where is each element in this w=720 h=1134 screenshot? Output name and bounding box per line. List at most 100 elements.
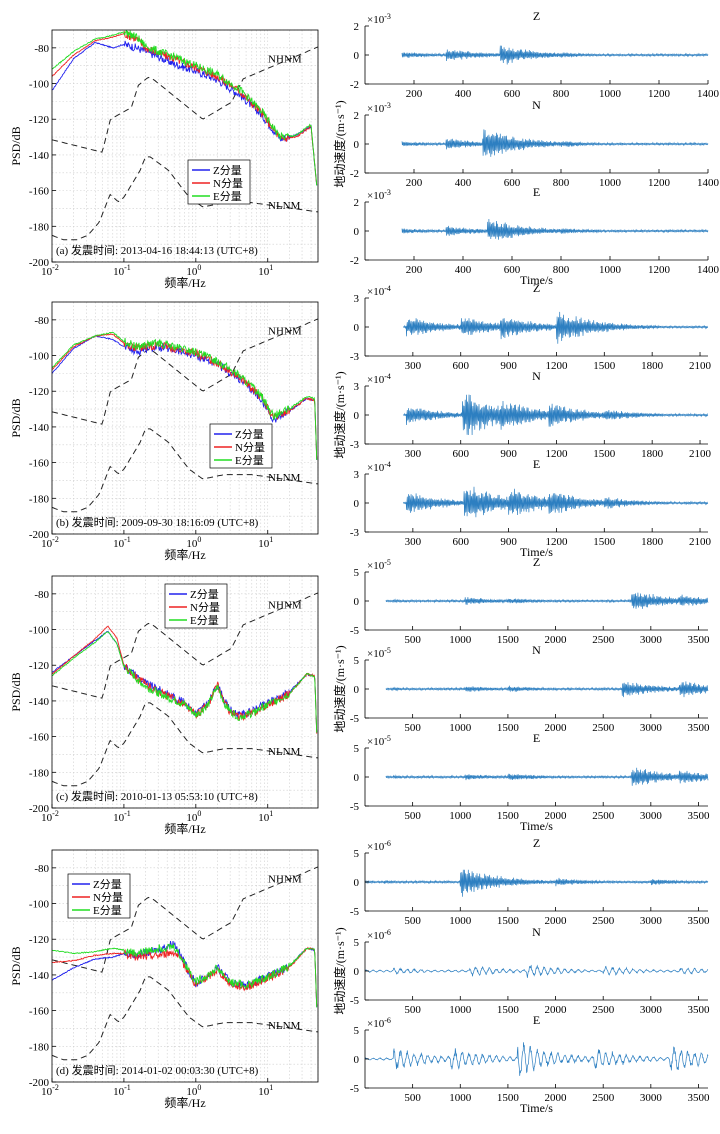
- x-tick-label: 900: [500, 536, 517, 548]
- y-tick-label: -2: [350, 79, 359, 91]
- x-tick-label: 300: [405, 360, 422, 372]
- x-tick-label: 600: [452, 536, 469, 548]
- nhnm-annotation: NHNM: [268, 873, 302, 885]
- plot-frame: [51, 29, 319, 263]
- series-line-E分量: [52, 943, 318, 1008]
- x-tick-label: 1200: [648, 264, 671, 276]
- x-tick-label: 10-2: [41, 263, 59, 278]
- y-exponent-power: -4: [384, 460, 391, 469]
- y-tick-label: -100: [29, 79, 50, 91]
- x-tick-label: 600: [452, 360, 469, 372]
- y-exponent-label: ×10-5: [367, 646, 391, 660]
- series-line-N分量: [52, 333, 318, 459]
- nhnm-curve: [52, 318, 318, 425]
- component-title: E: [533, 185, 540, 199]
- y-tick-label: -160: [29, 458, 50, 470]
- nlnm-annotation: NLNM: [268, 200, 301, 212]
- x-tick-label: 2500: [592, 1092, 615, 1104]
- x-tick-label: 1500: [593, 536, 616, 548]
- component-title: Z: [533, 836, 540, 850]
- x-tick-label: 1000: [449, 1004, 472, 1016]
- x-tick-label: 1400: [697, 264, 720, 276]
- component-title: N: [532, 98, 541, 112]
- trace-line: [385, 767, 709, 786]
- component-title: Z: [533, 555, 540, 569]
- y-tick-label: -200: [29, 1077, 50, 1089]
- nlnm-curve: [52, 156, 318, 241]
- y-exponent-power: -4: [384, 284, 391, 293]
- y-tick-label: -140: [29, 696, 50, 708]
- panel-caption: (b) 发震时间: 2009-09-30 18:16:09 (UTC+8): [56, 515, 259, 529]
- waveform-wave-b-E: 3 0 -3 ×10-4 300 600 900 1200 1500 1800 2100 E Time/…: [350, 457, 712, 559]
- legend-entry: E分量: [190, 614, 219, 627]
- x-tick-exponent: -2: [52, 809, 59, 818]
- x-tick-label: 10-1: [113, 263, 131, 278]
- trace-line: [401, 129, 709, 157]
- x-tick-label: 600: [504, 177, 521, 189]
- x-axis-label: Time/s: [520, 273, 553, 287]
- x-tick-label: 2500: [592, 1004, 615, 1016]
- y-tick-label: -140: [29, 422, 50, 434]
- x-tick-label: 2000: [545, 722, 568, 734]
- trace-line: [401, 218, 709, 240]
- legend-entry: Z分量: [190, 588, 219, 601]
- y-exponent-label: ×10-5: [367, 558, 391, 572]
- x-tick-label: 2000: [545, 1004, 568, 1016]
- y-exponent-label: ×10-5: [367, 734, 391, 748]
- legend-entry: Z分量: [93, 878, 122, 891]
- y-tick-label: -200: [29, 803, 50, 815]
- x-tick-label: 200: [406, 177, 423, 189]
- y-tick-label: -200: [29, 257, 50, 269]
- y-tick-label: 3: [354, 469, 360, 481]
- nlnm-annotation: NLNM: [268, 1020, 301, 1032]
- y-tick-label: -3: [350, 439, 360, 451]
- y-exponent-power: -4: [384, 372, 391, 381]
- y-tick-label: -100: [29, 625, 50, 637]
- nlnm-curve: [52, 428, 318, 513]
- y-axis-label: 地动速度/(m·s⁻¹): [332, 927, 347, 1014]
- series-line-Z分量: [52, 40, 318, 186]
- x-axis-label: 频率/Hz: [164, 821, 205, 836]
- y-tick-label: -120: [29, 114, 50, 126]
- x-tick-label: 800: [553, 264, 570, 276]
- x-tick-exponent: 1: [269, 535, 273, 544]
- y-tick-label: 5: [354, 743, 360, 755]
- series-line-N分量: [52, 946, 318, 1007]
- y-exponent-label: ×10-6: [367, 839, 391, 853]
- x-tick-label: 500: [404, 1004, 421, 1016]
- x-tick-label: 2500: [592, 810, 615, 822]
- y-tick-label: 0: [354, 50, 360, 62]
- nlnm-annotation: NLNM: [268, 746, 301, 758]
- y-exponent-label: ×10-4: [367, 284, 391, 298]
- y-tick-label: -5: [350, 995, 360, 1007]
- x-tick-label: 1800: [641, 360, 664, 372]
- y-axis-label: PSD/dB: [9, 126, 23, 165]
- x-axis-label: 频率/Hz: [164, 547, 205, 562]
- x-tick-label: 800: [553, 177, 570, 189]
- y-tick-label: -120: [29, 660, 50, 672]
- legend-entry: N分量: [190, 601, 220, 614]
- legend-entry: E分量: [213, 190, 242, 203]
- y-exponent-label: ×10-3: [367, 101, 391, 115]
- x-tick-label: 1500: [497, 722, 520, 734]
- series-line-Z分量: [52, 335, 318, 460]
- y-tick-label: -2: [350, 255, 359, 267]
- x-axis-label: 频率/Hz: [164, 275, 205, 290]
- y-exponent-power: -6: [384, 839, 391, 848]
- x-tick-label: 2000: [545, 915, 568, 927]
- x-tick-label: 3500: [687, 915, 710, 927]
- y-tick-label: -100: [29, 899, 50, 911]
- series-line-N分量: [52, 625, 318, 734]
- y-tick-label: 5: [354, 567, 360, 579]
- y-tick-label: 0: [354, 139, 360, 151]
- y-exponent-label: ×10-4: [367, 372, 391, 386]
- y-tick-label: 5: [354, 937, 360, 949]
- y-tick-label: -80: [34, 589, 49, 601]
- x-tick-label: 10-2: [41, 809, 59, 824]
- x-tick-label: 500: [404, 810, 421, 822]
